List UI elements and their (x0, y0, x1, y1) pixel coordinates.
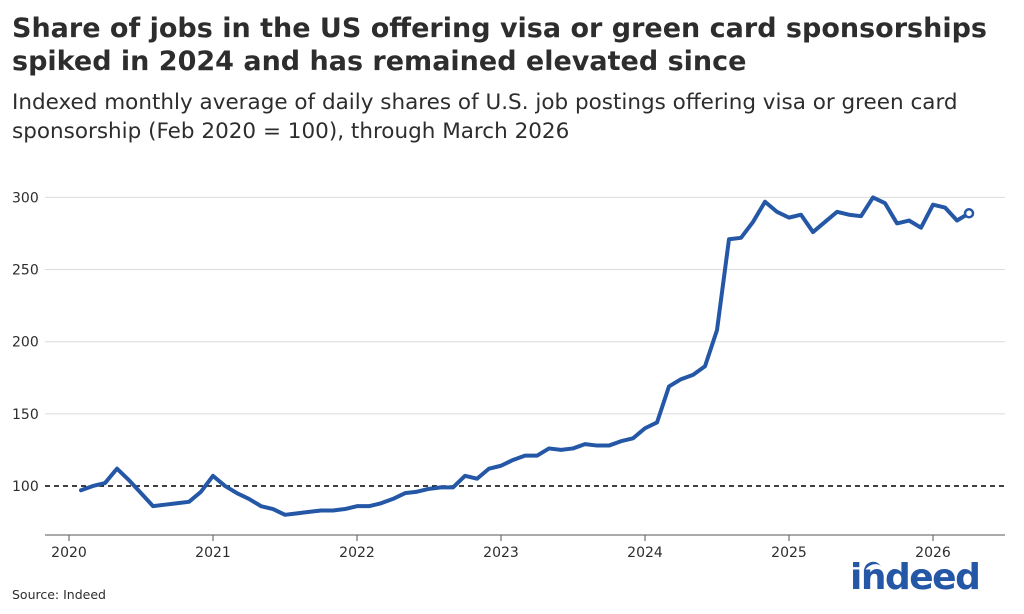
indeed-logo: indeed (850, 557, 981, 598)
x-tick-label: 2021 (195, 545, 231, 560)
x-tick-label: 2022 (339, 545, 375, 560)
x-tick-label: 2026 (915, 545, 951, 560)
chart-subtitle: Indexed monthly average of daily shares … (12, 90, 958, 144)
chart-title: Share of jobs in the US offering visa or… (12, 13, 987, 77)
x-tick-label: 2025 (771, 545, 807, 560)
y-tick-label: 300 (12, 190, 39, 206)
last-data-point (963, 208, 975, 219)
data-points (963, 208, 975, 219)
y-tick-label: 100 (12, 479, 39, 495)
y-tick-label: 250 (12, 263, 39, 279)
x-tick-label: 2023 (483, 545, 519, 560)
grid-lines (45, 196, 1005, 415)
x-tick-label: 2024 (627, 545, 663, 560)
y-tick-label: 150 (12, 407, 39, 423)
y-axis-ticks: 100 150 200 250 300 (12, 190, 39, 495)
logo-text: indeed (850, 557, 981, 598)
line-chart: 100 150 200 250 300 2020 2021 2022 2023 2024 2025… (12, 190, 1005, 560)
x-tick-label: 2020 (51, 545, 87, 560)
source-note: Source: Indeed (12, 587, 106, 602)
series-line (79, 195, 971, 517)
y-tick-label: 200 (12, 335, 39, 351)
x-axis-ticks: 2020 2021 2022 2023 2024 2025 2026 (51, 535, 951, 560)
